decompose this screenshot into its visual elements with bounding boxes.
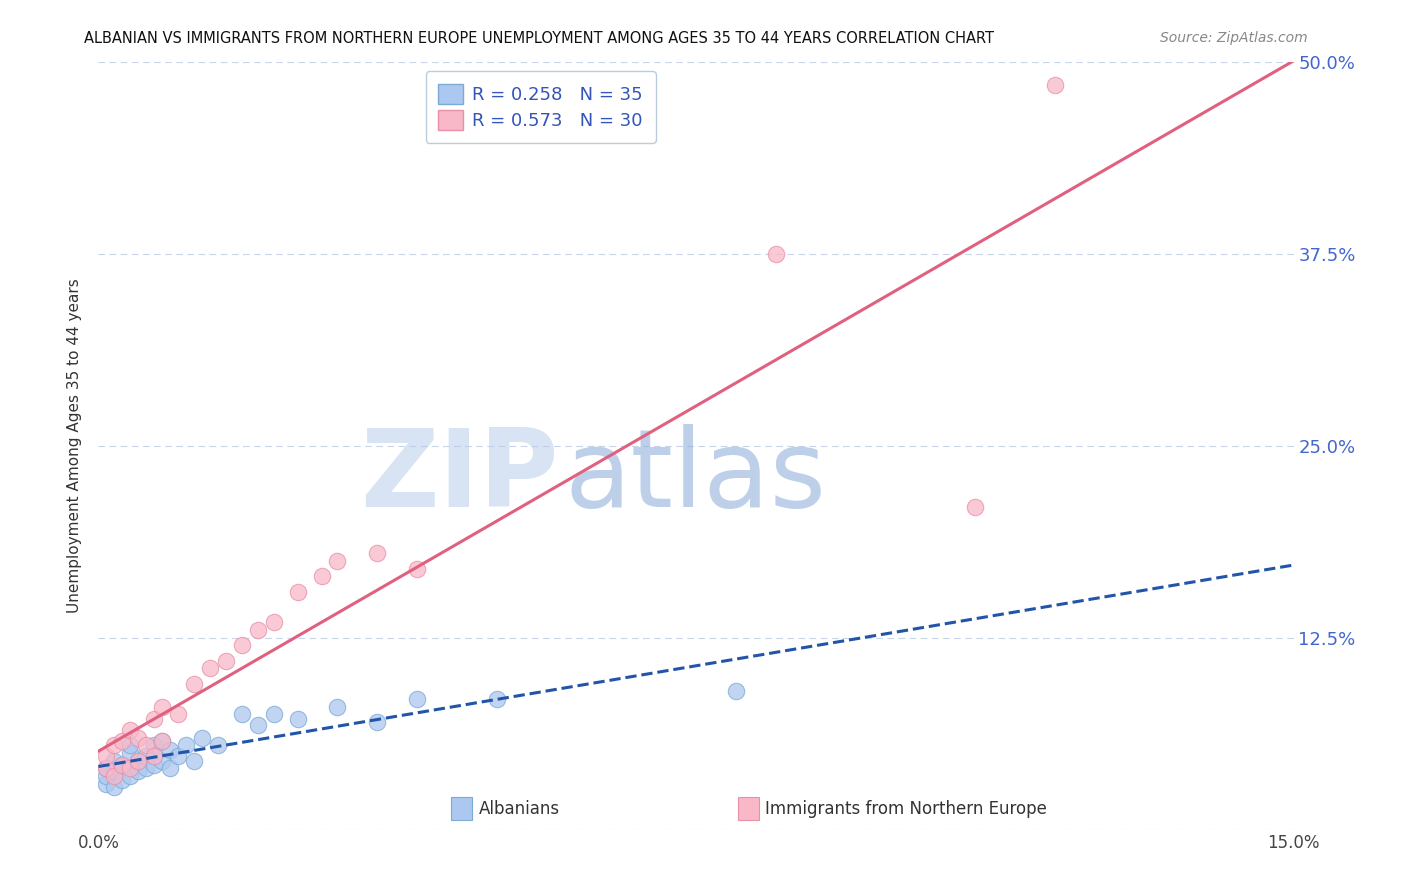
- Point: [135, 738, 157, 752]
- Point: [143, 738, 166, 752]
- Point: [1043, 78, 1066, 93]
- Point: [207, 738, 229, 752]
- Point: [135, 761, 157, 775]
- Y-axis label: Unemployment Among Ages 35 to 44 years: Unemployment Among Ages 35 to 44 years: [67, 278, 83, 614]
- Point: [111, 758, 134, 772]
- Point: [111, 758, 134, 772]
- Point: [406, 562, 429, 576]
- Point: [326, 554, 349, 568]
- Point: [103, 764, 125, 779]
- Point: [963, 500, 986, 515]
- Point: [111, 733, 134, 747]
- Point: [127, 754, 149, 768]
- Point: [96, 748, 118, 763]
- Point: [103, 738, 125, 752]
- Point: [174, 738, 197, 752]
- Point: [103, 754, 125, 768]
- Point: [287, 712, 309, 726]
- Point: [167, 707, 190, 722]
- Text: ALBANIAN VS IMMIGRANTS FROM NORTHERN EUROPE UNEMPLOYMENT AMONG AGES 35 TO 44 YEA: ALBANIAN VS IMMIGRANTS FROM NORTHERN EUR…: [84, 31, 994, 46]
- Point: [96, 761, 118, 775]
- Point: [246, 718, 269, 732]
- Point: [96, 776, 118, 790]
- Point: [127, 731, 149, 745]
- Point: [159, 743, 181, 757]
- Text: atlas: atlas: [565, 424, 827, 530]
- Point: [120, 769, 142, 783]
- Text: Albanians: Albanians: [478, 800, 560, 818]
- Point: [143, 748, 166, 763]
- Point: [246, 623, 269, 637]
- Point: [215, 654, 238, 668]
- Point: [366, 546, 388, 560]
- Point: [127, 754, 149, 768]
- Text: Immigrants from Northern Europe: Immigrants from Northern Europe: [765, 800, 1047, 818]
- Point: [406, 692, 429, 706]
- Point: [150, 754, 173, 768]
- Text: Source: ZipAtlas.com: Source: ZipAtlas.com: [1160, 31, 1308, 45]
- Point: [96, 769, 118, 783]
- Point: [485, 692, 508, 706]
- Point: [150, 733, 173, 747]
- Point: [120, 746, 142, 760]
- Legend: R = 0.258   N = 35, R = 0.573   N = 30: R = 0.258 N = 35, R = 0.573 N = 30: [426, 71, 655, 143]
- Point: [326, 699, 349, 714]
- Point: [143, 712, 166, 726]
- Point: [120, 723, 142, 737]
- Point: [287, 584, 309, 599]
- Point: [263, 615, 285, 630]
- Point: [183, 754, 205, 768]
- Point: [111, 773, 134, 788]
- Point: [135, 748, 157, 763]
- Point: [765, 247, 787, 261]
- Point: [724, 684, 747, 698]
- Bar: [451, 797, 472, 821]
- Point: [150, 733, 173, 747]
- Bar: [738, 797, 759, 821]
- Point: [103, 769, 125, 783]
- Point: [198, 661, 221, 675]
- Point: [366, 715, 388, 730]
- Point: [159, 761, 181, 775]
- Point: [263, 707, 285, 722]
- Point: [231, 639, 253, 653]
- Point: [183, 677, 205, 691]
- Text: ZIP: ZIP: [360, 424, 558, 530]
- Point: [191, 731, 214, 745]
- Point: [150, 699, 173, 714]
- Point: [127, 764, 149, 779]
- Point: [167, 748, 190, 763]
- Point: [311, 569, 333, 583]
- Point: [120, 761, 142, 775]
- Point: [96, 761, 118, 775]
- Point: [103, 780, 125, 794]
- Point: [231, 707, 253, 722]
- Point: [143, 758, 166, 772]
- Point: [120, 738, 142, 752]
